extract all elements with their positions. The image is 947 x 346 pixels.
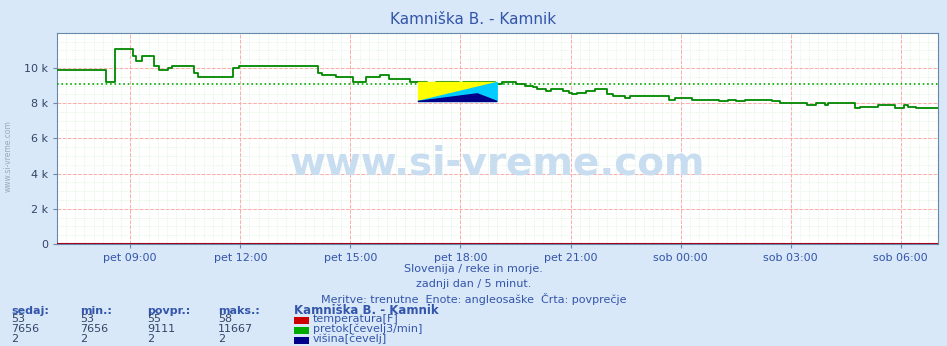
Text: 7656: 7656 bbox=[11, 324, 40, 334]
Text: zadnji dan / 5 minut.: zadnji dan / 5 minut. bbox=[416, 279, 531, 289]
Text: Slovenija / reke in morje.: Slovenija / reke in morje. bbox=[404, 264, 543, 274]
Text: povpr.:: povpr.: bbox=[147, 306, 190, 316]
Text: višina[čevelj]: višina[čevelj] bbox=[313, 333, 386, 344]
Text: 55: 55 bbox=[147, 315, 161, 325]
Text: 2: 2 bbox=[11, 334, 19, 344]
Text: Meritve: trenutne  Enote: angleosaške  Črta: povprečje: Meritve: trenutne Enote: angleosaške Črt… bbox=[321, 293, 626, 305]
Text: maks.:: maks.: bbox=[218, 306, 259, 316]
Polygon shape bbox=[418, 82, 497, 101]
Text: 53: 53 bbox=[80, 315, 95, 325]
Text: 9111: 9111 bbox=[147, 324, 175, 334]
Text: 2: 2 bbox=[218, 334, 225, 344]
Text: 2: 2 bbox=[80, 334, 88, 344]
Text: sedaj:: sedaj: bbox=[11, 306, 49, 316]
Text: Kamniška B. - Kamnik: Kamniška B. - Kamnik bbox=[390, 12, 557, 27]
Text: www.si-vreme.com: www.si-vreme.com bbox=[4, 120, 13, 192]
Text: 11667: 11667 bbox=[218, 324, 253, 334]
Text: 53: 53 bbox=[11, 315, 26, 325]
Text: temperatura[F]: temperatura[F] bbox=[313, 315, 399, 325]
Text: 2: 2 bbox=[147, 334, 154, 344]
Polygon shape bbox=[418, 82, 497, 101]
Text: www.si-vreme.com: www.si-vreme.com bbox=[290, 145, 705, 183]
Text: pretok[čevelj3/min]: pretok[čevelj3/min] bbox=[313, 324, 421, 334]
Text: 58: 58 bbox=[218, 315, 232, 325]
Text: Kamniška B. - Kamnik: Kamniška B. - Kamnik bbox=[294, 304, 438, 317]
Polygon shape bbox=[418, 94, 497, 101]
Text: min.:: min.: bbox=[80, 306, 113, 316]
Text: 7656: 7656 bbox=[80, 324, 109, 334]
